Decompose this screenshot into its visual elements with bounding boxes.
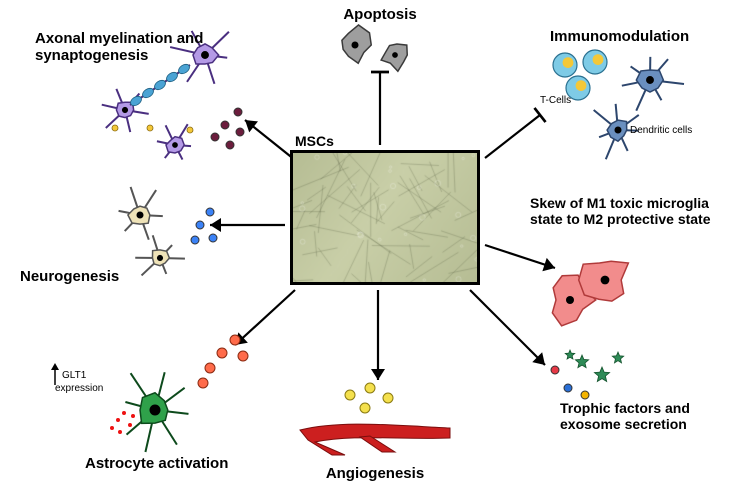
label-angiogenesis: Angiogenesis [305,465,445,482]
central-label: MSCs [295,133,334,149]
sublabel-astrocyte: expression [55,383,103,394]
sublabel-immunomodulation: Dendritic cells [630,125,692,136]
label-neurogenesis: Neurogenesis [20,268,170,285]
label-axonal: Axonal myelination and synaptogenesis [35,30,245,65]
central-mscs-box [290,150,480,285]
mscs-micrograph [293,153,477,282]
sublabel-immunomodulation: T-Cells [540,95,571,106]
label-apoptosis: Apoptosis [330,6,430,23]
label-microglia: Skew of M1 toxic microglia state to M2 p… [530,195,740,227]
label-astrocyte: Astrocyte activation [85,455,285,472]
sublabel-astrocyte: GLT1 [62,370,86,381]
label-trophic: Trophic factors and exosome secretion [560,400,730,432]
label-immunomodulation: Immunomodulation [550,28,750,45]
